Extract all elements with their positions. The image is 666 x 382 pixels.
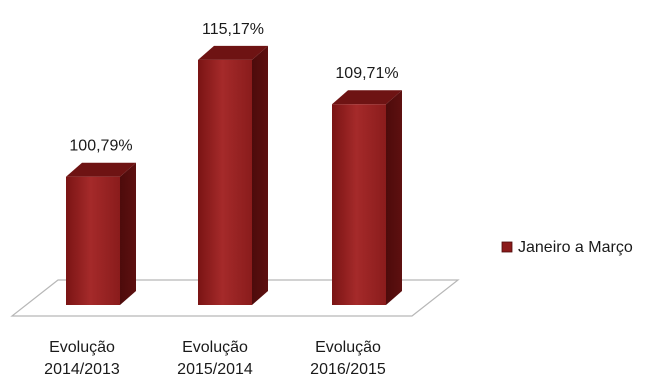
legend: Janeiro a Março xyxy=(501,239,633,256)
category-label-line: Evolução xyxy=(182,339,248,356)
bar-side xyxy=(252,45,268,306)
category-label: Evolução 2016/2015 xyxy=(310,339,386,378)
bar-side xyxy=(386,90,402,305)
category-label: Evolução 2014/2013 xyxy=(44,339,120,378)
data-label: 100,79% xyxy=(69,138,132,155)
bar-side xyxy=(120,162,136,305)
category-label-line: Evolução xyxy=(49,339,115,356)
bar xyxy=(66,176,120,305)
bar xyxy=(332,104,386,305)
data-labels-group: 100,79% 115,17% 109,71% xyxy=(69,21,398,155)
legend-swatch xyxy=(501,241,513,253)
bar xyxy=(198,59,252,306)
bar-top xyxy=(198,45,268,60)
category-label-line: 2014/2013 xyxy=(44,361,120,378)
legend-label: Janeiro a Março xyxy=(518,239,633,256)
bar-top xyxy=(66,162,136,177)
data-label: 115,17% xyxy=(202,21,264,38)
bar-top xyxy=(332,90,402,105)
category-label-line: 2016/2015 xyxy=(310,361,386,378)
bars-group xyxy=(66,45,402,306)
data-label: 109,71% xyxy=(335,65,398,82)
category-label: Evolução 2015/2014 xyxy=(177,339,253,378)
category-label-line: 2015/2014 xyxy=(177,361,253,378)
category-label-line: Evolução xyxy=(315,339,381,356)
